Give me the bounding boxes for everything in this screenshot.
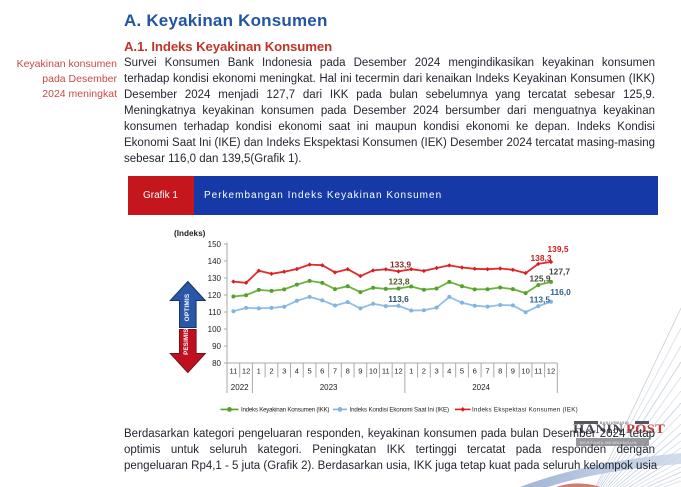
svg-text:1: 1 — [257, 367, 261, 376]
svg-text:8: 8 — [346, 367, 350, 376]
svg-text:2: 2 — [422, 367, 426, 376]
svg-text:11: 11 — [382, 367, 390, 376]
svg-text:90: 90 — [212, 342, 221, 351]
svg-text:5: 5 — [460, 367, 464, 376]
svg-text:10: 10 — [369, 367, 377, 376]
svg-text:3: 3 — [434, 367, 438, 376]
svg-text:8: 8 — [498, 367, 502, 376]
svg-text:11: 11 — [534, 367, 542, 376]
svg-text:7: 7 — [485, 367, 489, 376]
svg-text:12: 12 — [547, 367, 555, 376]
svg-text:138,3: 138,3 — [531, 253, 552, 263]
svg-text:OPTIMIS: OPTIMIS — [184, 293, 191, 321]
svg-text:133,9: 133,9 — [390, 259, 411, 269]
svg-text:2024: 2024 — [472, 383, 490, 392]
svg-text:150: 150 — [208, 240, 222, 249]
svg-text:2022: 2022 — [231, 383, 249, 392]
svg-text:116,0: 116,0 — [550, 287, 571, 297]
svg-text:110: 110 — [208, 308, 221, 317]
svg-text:130: 130 — [208, 274, 222, 283]
svg-text:2: 2 — [269, 367, 273, 376]
svg-text:5: 5 — [307, 367, 311, 376]
svg-text:Indeks Kondisi Ekonomi Saat In: Indeks Kondisi Ekonomi Saat Ini (IKE) — [350, 407, 449, 414]
svg-text:127,7: 127,7 — [549, 267, 570, 277]
svg-text:113,5: 113,5 — [530, 294, 551, 304]
svg-text:Indeks Keyakinan Konsumen (IKK: Indeks Keyakinan Konsumen (IKK) — [241, 407, 329, 414]
svg-text:12: 12 — [242, 367, 250, 376]
svg-text:80: 80 — [212, 359, 221, 368]
svg-text:10: 10 — [521, 367, 529, 376]
svg-text:100: 100 — [208, 325, 222, 334]
svg-text:7: 7 — [333, 367, 337, 376]
svg-text:2023: 2023 — [320, 383, 338, 392]
svg-text:125,9: 125,9 — [530, 273, 551, 283]
svg-text:120: 120 — [208, 291, 222, 300]
svg-text:9: 9 — [511, 367, 515, 376]
svg-text:6: 6 — [320, 367, 324, 376]
svg-text:1: 1 — [409, 367, 413, 376]
svg-text:9: 9 — [358, 367, 362, 376]
svg-text:PESIMIS: PESIMIS — [183, 328, 190, 355]
svg-text:6: 6 — [473, 367, 477, 376]
svg-text:4: 4 — [447, 367, 451, 376]
svg-text:113,6: 113,6 — [388, 294, 409, 304]
svg-text:3: 3 — [282, 367, 286, 376]
svg-text:12: 12 — [394, 367, 402, 376]
svg-text:139,5: 139,5 — [548, 244, 569, 254]
svg-text:140: 140 — [208, 257, 222, 266]
svg-text:Indeks Ekspektasi Konsumen (IE: Indeks Ekspektasi Konsumen (IEK) — [472, 407, 578, 414]
svg-text:123,8: 123,8 — [389, 277, 410, 287]
svg-text:(Indeks): (Indeks) — [174, 229, 206, 238]
svg-text:11: 11 — [229, 367, 237, 376]
svg-text:4: 4 — [295, 367, 299, 376]
